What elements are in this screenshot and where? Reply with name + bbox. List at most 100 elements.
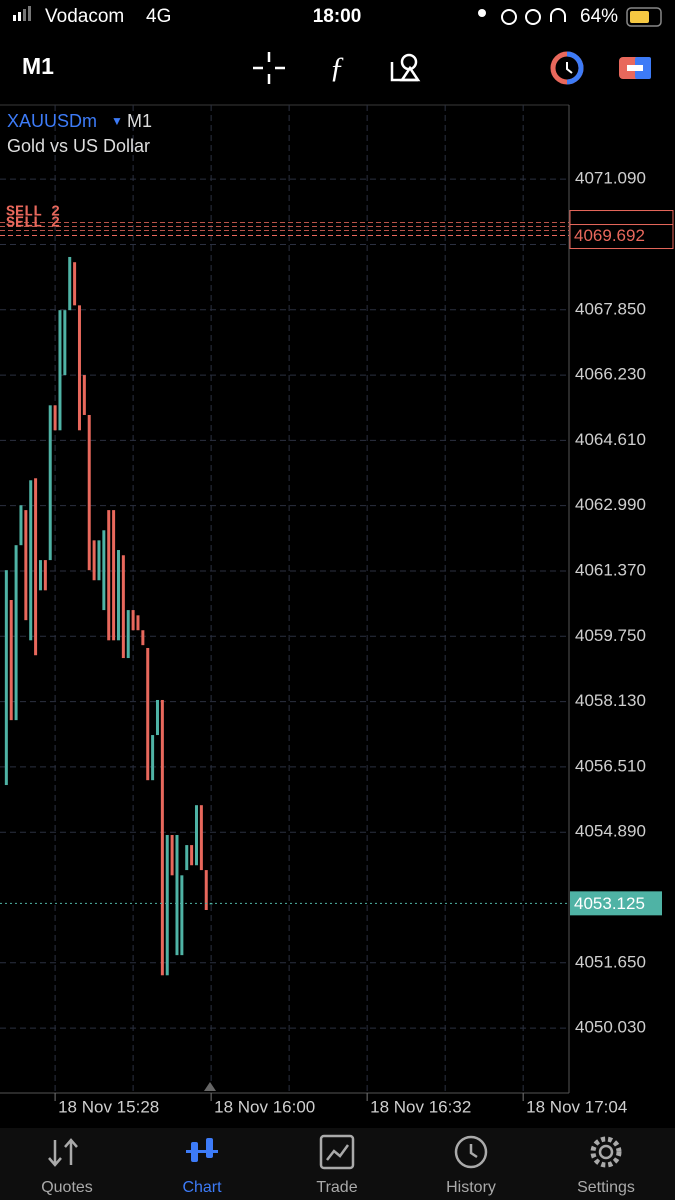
candle	[38, 560, 42, 591]
icon	[478, 9, 486, 17]
candle	[92, 540, 96, 581]
candle	[43, 560, 47, 591]
y-tick-label: 4054.890	[575, 822, 646, 841]
crosshair-button[interactable]	[253, 52, 285, 84]
y-tick-label: 4058.130	[575, 691, 646, 710]
tab[interactable]: Trade	[316, 1134, 358, 1196]
icon	[525, 9, 541, 25]
candle	[48, 405, 52, 561]
symbol[interactable]: XAUUSDm	[7, 111, 97, 131]
y-tick-label: 4071.090	[575, 169, 646, 188]
tab-label: History	[446, 1179, 496, 1196]
tab-label: Quotes	[41, 1179, 93, 1196]
shift-marker	[204, 1082, 216, 1091]
candle	[24, 510, 28, 621]
candle	[112, 510, 116, 641]
tab[interactable]: Quotes	[41, 1138, 93, 1196]
battery-level	[630, 11, 649, 23]
indicators-button[interactable]: ƒ	[330, 51, 345, 84]
tab-icon	[186, 1138, 218, 1162]
candle	[141, 630, 145, 646]
candle	[87, 414, 91, 571]
x-tick-label: 18 Nov 16:00	[214, 1097, 315, 1116]
network: 4G	[146, 6, 171, 27]
x-tick-label: 18 Nov 15:28	[58, 1097, 159, 1116]
carrier: Vodacom	[45, 6, 124, 27]
candle	[160, 699, 164, 976]
candle	[199, 805, 203, 871]
y-tick-label: 4056.510	[575, 756, 646, 775]
candle	[63, 310, 67, 376]
candle	[180, 875, 184, 956]
timeframe-button[interactable]: M1	[22, 53, 54, 79]
battery-percent: 64%	[580, 6, 618, 27]
y-tick-label: 4050.030	[575, 1018, 646, 1037]
y-tick-label: 4064.610	[575, 430, 646, 449]
candle	[155, 699, 159, 736]
tab-icon	[319, 1134, 355, 1170]
tab-icon	[48, 1138, 78, 1167]
candle	[14, 545, 18, 721]
order-name: SELL 2	[6, 214, 60, 231]
candle	[82, 375, 86, 415]
chart-timeframe: M1	[127, 111, 152, 131]
tab-bar	[0, 1128, 675, 1200]
tab-label: Settings	[577, 1179, 635, 1196]
clock: 18:00	[313, 6, 362, 27]
candle	[102, 530, 106, 611]
candle	[53, 405, 57, 431]
tab[interactable]: Chart	[182, 1138, 222, 1196]
account-button[interactable]	[550, 51, 584, 85]
candle	[9, 600, 13, 721]
x-tick-label: 18 Nov 17:04	[526, 1097, 627, 1116]
candle	[126, 610, 130, 659]
candle	[116, 550, 120, 641]
current-price-tag	[570, 891, 662, 916]
y-tick-label: 4066.230	[575, 365, 646, 384]
candle	[58, 310, 62, 431]
chart-subtitle: Gold vs US Dollar	[7, 136, 150, 156]
candle	[29, 480, 33, 641]
candle	[34, 478, 38, 656]
order-label: 4069.692	[574, 226, 645, 245]
candle	[131, 610, 135, 631]
objects-button[interactable]	[390, 53, 421, 82]
tab-label: Chart	[182, 1179, 222, 1196]
order-name: SELL 2	[6, 203, 60, 220]
y-tick-label: 4062.990	[575, 495, 646, 514]
candle	[4, 570, 8, 786]
trade-button[interactable]	[619, 57, 651, 79]
signal-bar	[18, 12, 21, 21]
order-tag	[569, 224, 674, 250]
chart-marks: 4050.030 4051.650 4054.890 4056.510 4058.130…	[0, 105, 674, 1116]
tab[interactable]: History	[446, 1135, 496, 1196]
status-bar: Vodacom 4G 18:00 64%	[13, 6, 662, 27]
candle	[136, 615, 140, 631]
tab[interactable]: Settings	[577, 1136, 635, 1196]
candle	[175, 835, 179, 956]
candle	[97, 540, 101, 581]
chart	[0, 104, 570, 1094]
current-price-label: 4053.125	[574, 894, 645, 913]
toolbar: M1 ƒ	[22, 51, 651, 85]
x-tick-label: 18 Nov 16:32	[370, 1097, 471, 1116]
y-tick-label: 4061.370	[575, 560, 646, 579]
candle	[170, 835, 174, 876]
candle	[121, 555, 125, 659]
tab-bar-items: Quotes Chart Trade History Settings	[41, 1134, 635, 1196]
candle	[185, 845, 189, 871]
y-tick-label: 4051.650	[575, 952, 646, 971]
candle	[107, 510, 111, 641]
icon	[501, 9, 517, 25]
candle	[165, 835, 169, 976]
signal-bar	[13, 15, 16, 21]
candle	[194, 805, 198, 866]
tab-label: Trade	[316, 1179, 357, 1196]
candle	[151, 735, 155, 781]
tab-icon	[454, 1135, 488, 1169]
symbol-dropdown[interactable]: ▼	[111, 114, 123, 128]
candle	[190, 845, 194, 866]
chart-header: XAUUSDm ▼ M1 Gold vs US Dollar	[7, 111, 152, 156]
icon	[550, 8, 566, 22]
